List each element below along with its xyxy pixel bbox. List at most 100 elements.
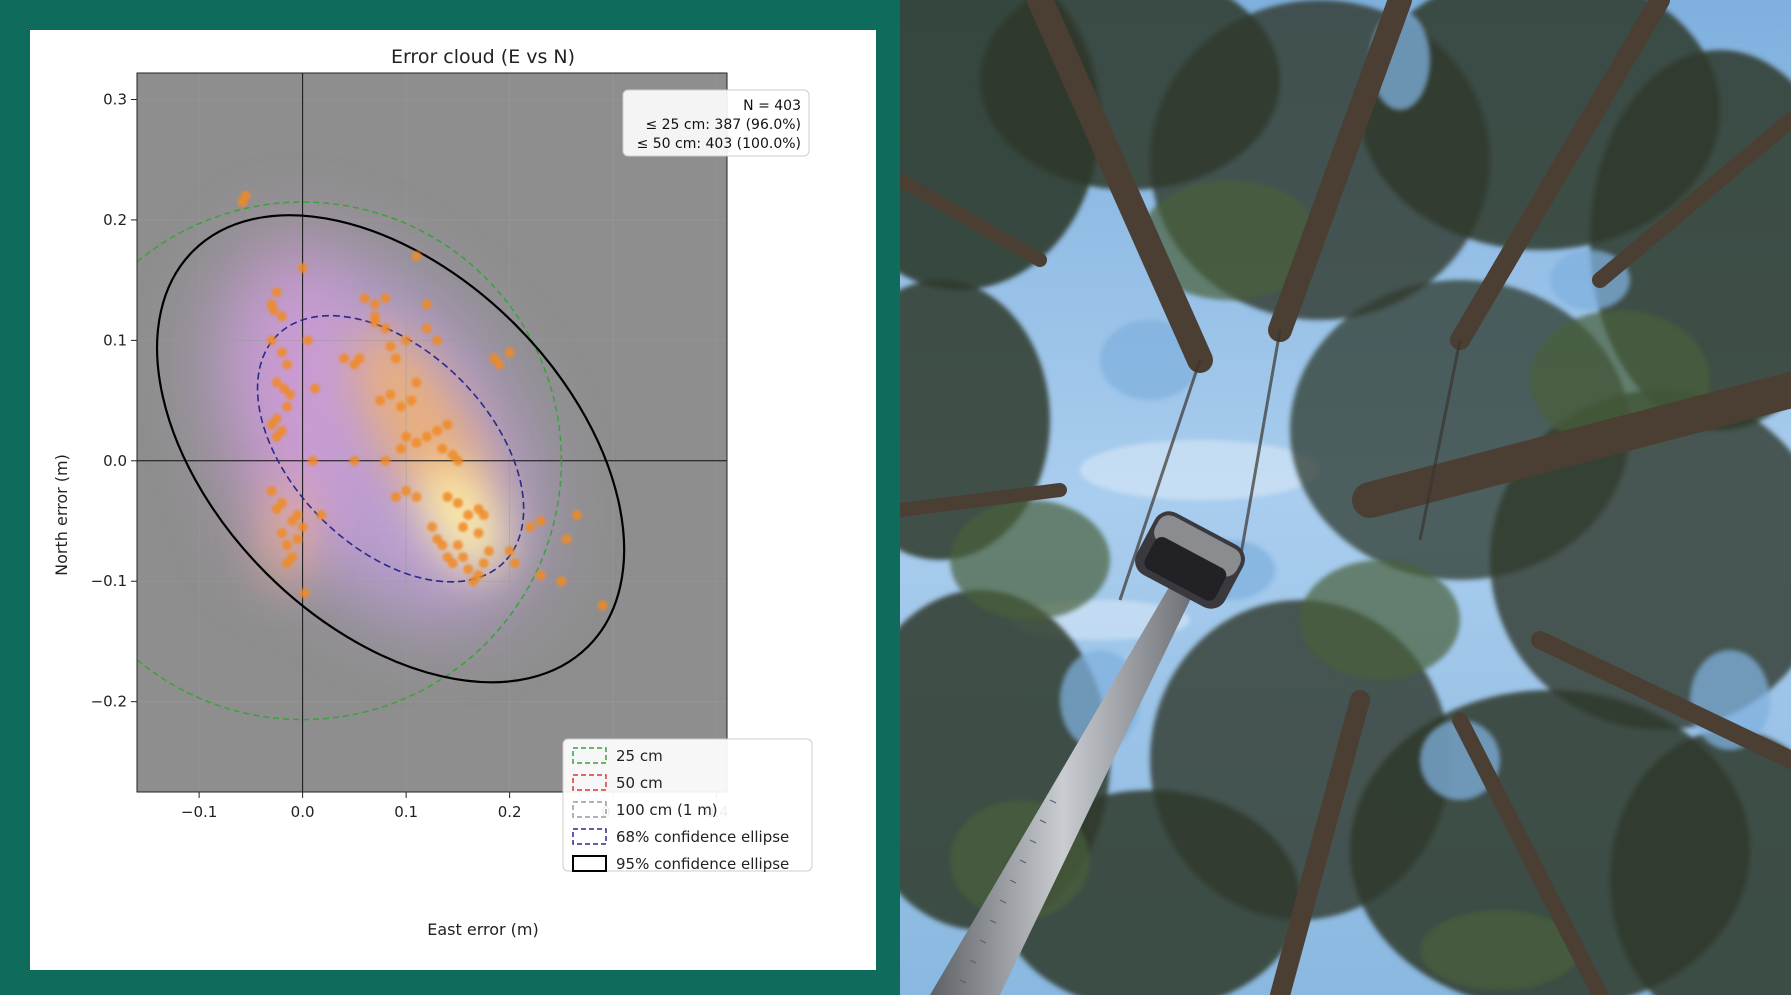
error-point — [571, 509, 582, 520]
error-point — [509, 558, 520, 569]
error-cloud-chart: Error cloud (E vs N) −0.10.00.10.20.30.4… — [52, 46, 813, 939]
error-point — [452, 455, 463, 466]
x-axis-label: East error (m) — [427, 920, 539, 939]
error-point — [458, 522, 469, 533]
error-point — [370, 311, 381, 322]
slide-frame: Error cloud (E vs N) −0.10.00.10.20.30.4… — [0, 0, 900, 995]
error-point — [401, 431, 412, 442]
x-axis-ticks: −0.10.00.10.20.30.4 — [181, 792, 729, 821]
error-point — [483, 546, 494, 557]
stats-count: N = 403 — [743, 98, 801, 114]
legend-box — [562, 738, 813, 872]
stats-annotation-box — [622, 89, 810, 157]
error-point — [385, 389, 396, 400]
error-point — [406, 395, 417, 406]
y-tick-label: −0.2 — [91, 693, 127, 711]
error-point — [276, 528, 287, 539]
error-point — [473, 570, 484, 581]
error-point — [525, 522, 536, 533]
error-point — [504, 347, 515, 358]
error-point — [271, 287, 282, 298]
error-point — [339, 353, 350, 364]
error-point — [349, 359, 360, 370]
error-point — [299, 588, 310, 599]
legend-label: 25 cm — [616, 747, 663, 765]
error-point — [390, 353, 401, 364]
y-tick-label: 0.2 — [103, 211, 127, 229]
chart-legend: 25 cm 50 cm 100 cm (1 m) 68% confidence ell… — [562, 738, 813, 873]
error-point — [395, 401, 406, 412]
error-point — [411, 377, 422, 388]
error-point — [297, 263, 308, 274]
error-point — [266, 335, 277, 346]
error-point — [452, 497, 463, 508]
y-tick-label: 0.0 — [103, 452, 127, 470]
error-point — [535, 516, 546, 527]
y-tick-label: −0.1 — [91, 572, 127, 590]
error-point — [447, 558, 458, 569]
error-point — [266, 419, 277, 430]
error-point — [442, 491, 453, 502]
error-point — [452, 540, 463, 551]
y-axis-label: North error (m) — [52, 454, 71, 576]
error-point — [504, 546, 515, 557]
error-point — [494, 359, 505, 370]
error-point — [266, 485, 277, 496]
error-point — [427, 522, 437, 533]
stats-annotation: N = 403 ≤ 25 cm: 387 (96.0%) ≤ 50 cm: 40… — [622, 89, 810, 157]
error-point — [276, 311, 287, 322]
error-point — [237, 196, 248, 207]
error-point — [535, 570, 546, 581]
legend-label: 68% confidence ellipse — [616, 828, 789, 846]
error-point — [556, 576, 567, 587]
error-point — [282, 401, 293, 412]
stats-50cm: ≤ 50 cm: 403 (100.0%) — [637, 136, 801, 152]
stats-25cm: ≤ 25 cm: 387 (96.0%) — [645, 117, 801, 133]
legend-label: 95% confidence ellipse — [616, 855, 789, 873]
error-point — [463, 509, 474, 520]
error-point — [401, 485, 412, 496]
error-point — [268, 305, 279, 316]
error-point — [282, 558, 293, 569]
forest-canopy-image — [900, 0, 1791, 995]
error-point — [359, 293, 370, 304]
error-point — [282, 359, 293, 370]
legend-swatch — [572, 747, 607, 764]
error-point — [292, 534, 303, 545]
density-left-lobe — [237, 230, 348, 571]
x-tick-label: 0.1 — [394, 803, 418, 821]
x-tick-label: −0.1 — [181, 803, 217, 821]
error-point — [437, 443, 448, 454]
error-point — [271, 377, 282, 388]
confidence-ellipse-95 — [155, 214, 626, 684]
error-point — [316, 509, 327, 520]
error-point — [411, 491, 422, 502]
error-point — [432, 425, 443, 436]
error-point — [349, 455, 360, 466]
error-point — [411, 251, 422, 262]
density-glow — [214, 230, 536, 625]
error-point — [561, 534, 572, 545]
error-point — [395, 443, 406, 454]
point-cluster — [237, 190, 608, 611]
error-point — [597, 600, 608, 611]
error-point — [473, 528, 484, 539]
error-point — [458, 552, 469, 563]
legend-label: 100 cm (1 m) — [616, 801, 718, 819]
chart-card: Error cloud (E vs N) −0.10.00.10.20.30.4… — [30, 30, 876, 970]
error-point — [478, 558, 489, 569]
error-point — [271, 503, 282, 514]
error-point — [282, 540, 293, 551]
error-point — [442, 419, 453, 430]
error-point — [380, 455, 391, 466]
y-axis-ticks: −0.2 −0.1 0.0 0.1 0.2 0.3 — [91, 90, 137, 711]
y-tick-label: 0.3 — [103, 90, 127, 108]
error-point — [310, 383, 321, 394]
legend-swatch — [572, 774, 607, 791]
legend-swatch — [572, 801, 607, 818]
error-point — [385, 341, 396, 352]
error-point — [285, 389, 296, 400]
error-point — [292, 509, 303, 520]
error-point — [390, 491, 401, 502]
plot-border — [136, 72, 728, 793]
